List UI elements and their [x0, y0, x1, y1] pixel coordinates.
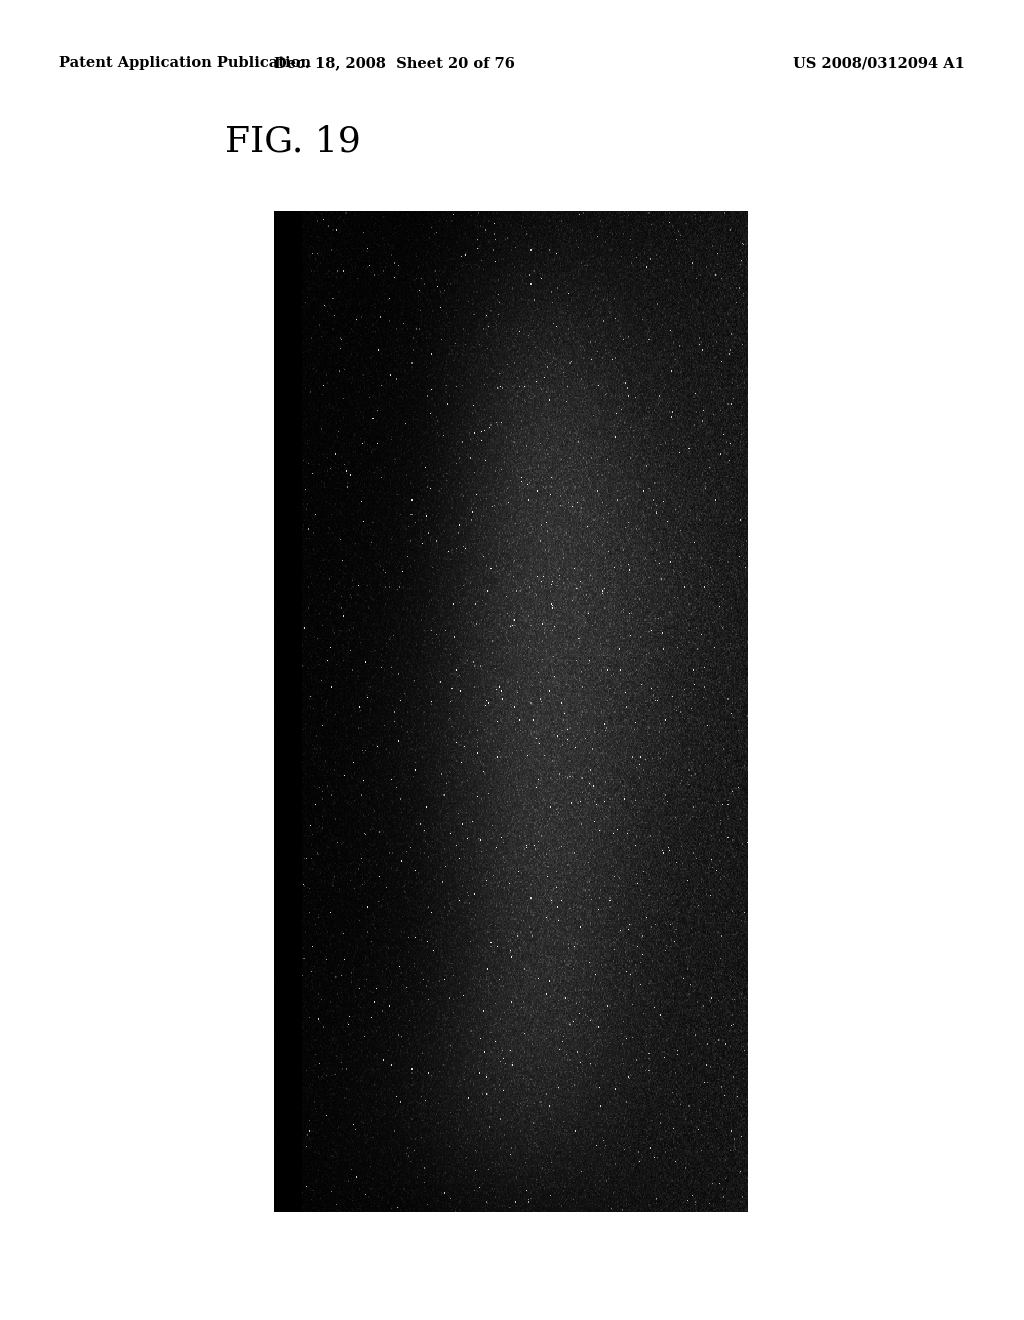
Text: FIG. 19: FIG. 19	[225, 124, 361, 158]
Text: Dec. 18, 2008  Sheet 20 of 76: Dec. 18, 2008 Sheet 20 of 76	[273, 57, 515, 70]
Text: Patent Application Publication: Patent Application Publication	[59, 57, 311, 70]
Text: US 2008/0312094 A1: US 2008/0312094 A1	[793, 57, 965, 70]
